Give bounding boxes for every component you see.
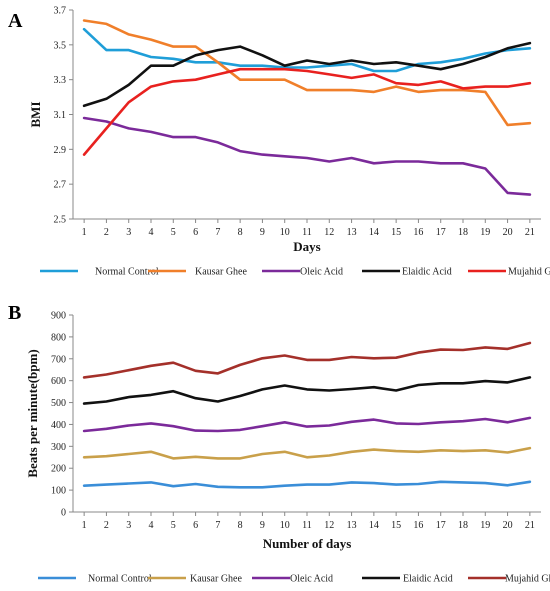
x-tick-label: 16 (413, 227, 423, 238)
y-tick-label: 2.9 (54, 145, 67, 156)
series-line (82, 341, 532, 379)
x-tick-label: 9 (260, 520, 265, 531)
y-tick-label: 200 (51, 464, 66, 475)
x-tick-label: 16 (413, 520, 423, 531)
x-tick-label: 3 (126, 520, 131, 531)
x-tick-label: 15 (391, 227, 401, 238)
legend-label: Kausar Ghee (195, 267, 247, 278)
x-tick-label: 4 (149, 227, 154, 238)
x-tick-label: 14 (369, 227, 379, 238)
x-tick-label: 5 (171, 520, 176, 531)
panel-a-bmi-chart: A2.52.72.93.13.33.53.71 2 3 4 5 6 7 8 9 10 11 12 13 1… (8, 6, 550, 278)
x-tick-label: 14 (369, 520, 379, 531)
y-tick-label: 3.1 (54, 110, 67, 121)
x-tick-label: 13 (347, 227, 357, 238)
y-tick-label: 800 (51, 332, 66, 343)
x-tick-label: 10 (280, 520, 290, 531)
y-tick-label: 2.5 (54, 215, 67, 226)
x-tick-label: 10 (280, 227, 290, 238)
legend-label: Mujahid Ghee (505, 574, 550, 585)
y-tick-label: 2.7 (54, 180, 67, 191)
x-tick-label: 17 (436, 227, 446, 238)
legend-label: Oleic Acid (290, 574, 333, 585)
x-tick-label: 18 (458, 227, 468, 238)
x-tick-label: 8 (238, 227, 243, 238)
x-tick-label: 19 (480, 227, 490, 238)
legend-label: Elaidic Acid (402, 267, 452, 278)
x-tick-label: 3 (126, 227, 131, 238)
x-tick-label: 15 (391, 520, 401, 531)
y-tick-label: 400 (51, 420, 66, 431)
x-tick-label: 2 (104, 520, 109, 531)
x-tick-label: 19 (480, 520, 490, 531)
legend-label: Mujahid Ghee (508, 267, 550, 278)
y-tick-label: 600 (51, 376, 66, 387)
series-line (82, 67, 532, 156)
y-tick-label: 100 (51, 486, 66, 497)
x-tick-label: 8 (238, 520, 243, 531)
series-line (82, 416, 532, 433)
x-tick-label: 17 (436, 520, 446, 531)
x-tick-label: 6 (193, 520, 198, 531)
x-tick-label: 11 (302, 520, 312, 531)
x-tick-label: 20 (503, 227, 513, 238)
x-tick-label: 11 (302, 227, 312, 238)
y-tick-label: 900 (51, 311, 66, 322)
x-tick-label: 2 (104, 227, 109, 238)
legend-label: Elaidic Acid (403, 574, 453, 585)
legend-label: Kausar Ghee (190, 574, 242, 585)
y-axis-title: Beats per minute(bpm) (25, 349, 40, 477)
x-tick-label: 12 (324, 520, 334, 531)
x-tick-label: 9 (260, 227, 265, 238)
y-tick-label: 3.3 (54, 75, 67, 86)
y-tick-label: 500 (51, 398, 66, 409)
x-tick-label: 21 (525, 520, 535, 531)
x-axis-title: Number of days (263, 536, 352, 551)
y-tick-label: 3.7 (54, 6, 67, 17)
y-axis-title: BMI (28, 102, 43, 128)
x-tick-label: 12 (324, 227, 334, 238)
y-tick-label: 3.5 (54, 40, 67, 51)
legend-label: Normal Control (95, 267, 159, 278)
x-tick-label: 21 (525, 227, 535, 238)
x-tick-label: 7 (215, 520, 220, 531)
x-tick-label: 1 (82, 520, 87, 531)
x-axis-title: Days (293, 239, 320, 254)
x-tick-label: 13 (347, 520, 357, 531)
y-tick-label: 300 (51, 442, 66, 453)
series-line (82, 446, 532, 460)
series-line (82, 116, 532, 196)
x-tick-label: 18 (458, 520, 468, 531)
series-line (82, 376, 532, 405)
x-tick-label: 5 (171, 227, 176, 238)
series-line (82, 480, 532, 489)
y-tick-label: 700 (51, 354, 66, 365)
series-line (82, 19, 532, 127)
x-tick-label: 20 (503, 520, 513, 531)
x-tick-label: 1 (82, 227, 87, 238)
legend-label: Oleic Acid (300, 267, 343, 278)
x-tick-label: 4 (149, 520, 154, 531)
series-line (82, 27, 532, 73)
x-tick-label: 6 (193, 227, 198, 238)
panel-label: B (8, 302, 21, 324)
series-line (82, 41, 532, 108)
x-tick-label: 7 (215, 227, 220, 238)
legend-label: Normal Control (88, 574, 152, 585)
y-tick-label: 0 (61, 508, 66, 519)
panel-label: A (8, 10, 23, 32)
